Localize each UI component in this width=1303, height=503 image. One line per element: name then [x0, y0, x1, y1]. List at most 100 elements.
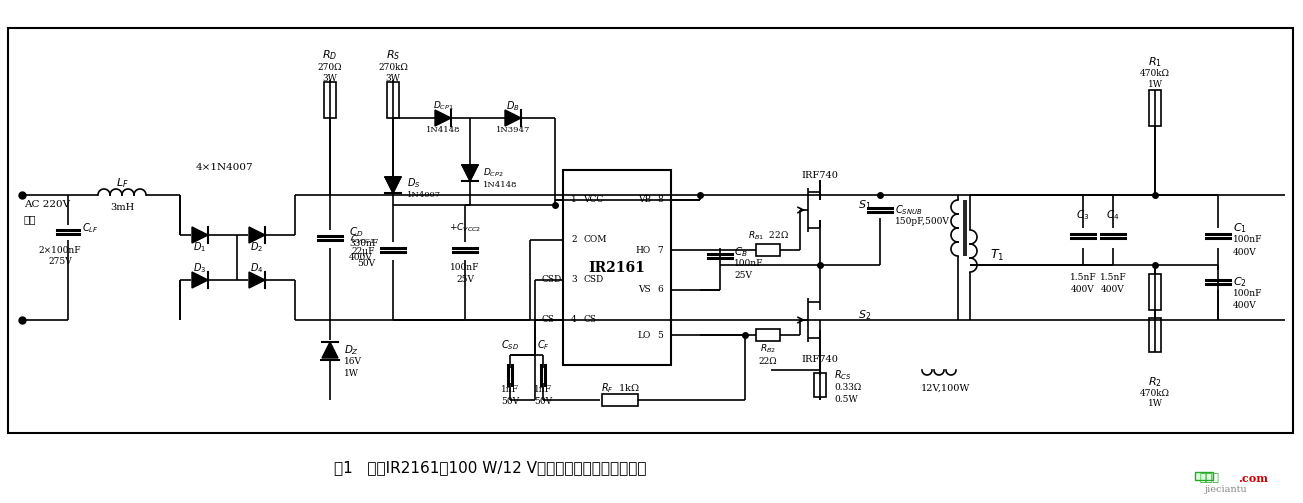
Text: HO: HO [636, 245, 652, 255]
Text: AC 220V: AC 220V [23, 200, 70, 209]
Bar [1195, 472, 1213, 480]
Text: 100nF: 100nF [1233, 235, 1263, 244]
Text: IRF740: IRF740 [801, 171, 838, 180]
Text: 400V: 400V [1101, 286, 1124, 294]
Text: 270kΩ: 270kΩ [378, 62, 408, 71]
Bar [563, 170, 671, 365]
Text: $C_{LF}$: $C_{LF}$ [82, 221, 99, 235]
Text: VB: VB [638, 196, 652, 205]
Text: 0.33Ω: 0.33Ω [834, 382, 861, 391]
Text: COM: COM [582, 235, 606, 244]
Bar [1149, 274, 1161, 310]
Text: $R_D$: $R_D$ [322, 48, 337, 62]
Text: 1N4148: 1N4148 [483, 181, 517, 189]
Text: jieciantu: jieciantu [1205, 485, 1248, 494]
Text: CS: CS [582, 315, 595, 324]
Text: IRF740: IRF740 [801, 356, 838, 365]
Polygon shape [506, 110, 521, 126]
Polygon shape [192, 272, 208, 288]
Text: $C_D$: $C_D$ [349, 225, 364, 239]
Text: 2: 2 [571, 235, 577, 244]
Text: $D_S$: $D_S$ [407, 176, 421, 190]
Text: 4×1N4007: 4×1N4007 [195, 162, 253, 172]
Text: 3: 3 [571, 276, 577, 285]
Text: $R_F$  1kΩ: $R_F$ 1kΩ [601, 381, 640, 395]
Text: 1nF: 1nF [500, 385, 519, 394]
Polygon shape [384, 177, 401, 193]
Text: VS: VS [638, 286, 652, 294]
Bar [1149, 90, 1161, 126]
Text: 270Ω: 270Ω [318, 62, 343, 71]
Bar [1149, 318, 1161, 352]
Text: 1: 1 [571, 196, 577, 205]
Text: CS: CS [541, 315, 554, 324]
Text: 1W: 1W [1148, 399, 1162, 408]
Text: $R_{CS}$: $R_{CS}$ [834, 368, 852, 382]
Text: $C_1$: $C_1$ [1233, 221, 1247, 235]
Text: $C_3$: $C_3$ [1076, 208, 1089, 222]
Text: 12V,100W: 12V,100W [920, 383, 969, 392]
Text: 3mH: 3mH [109, 203, 134, 211]
Text: $C_2$: $C_2$ [1233, 275, 1247, 289]
Text: 400V: 400V [1071, 286, 1095, 294]
Text: 50V: 50V [500, 397, 519, 406]
Bar [814, 373, 826, 397]
Bar [756, 329, 780, 341]
Polygon shape [249, 272, 265, 288]
Text: $D_2$: $D_2$ [250, 240, 263, 254]
Text: 7: 7 [657, 245, 663, 255]
Text: 输入: 输入 [23, 215, 36, 224]
Text: 1nF: 1nF [534, 385, 552, 394]
Text: 470kΩ: 470kΩ [1140, 68, 1170, 77]
Text: 25V: 25V [456, 276, 474, 285]
Text: +$C_{VCC2}$: +$C_{VCC2}$ [448, 222, 481, 234]
Text: 3W: 3W [386, 73, 400, 82]
Text: $C_B$: $C_B$ [734, 245, 748, 259]
Text: 5: 5 [657, 330, 663, 340]
Text: 6: 6 [657, 286, 663, 294]
Text: 2×100nF: 2×100nF [39, 245, 81, 255]
Text: 275V: 275V [48, 258, 72, 267]
Text: 图1   基于IR2161的100 W/12 V卤素灯电子变压器基本电路: 图1 基于IR2161的100 W/12 V卤素灯电子变压器基本电路 [334, 461, 646, 475]
Text: $R_{B2}$: $R_{B2}$ [760, 343, 777, 355]
Text: $D_B$: $D_B$ [506, 99, 520, 113]
Text: CSD: CSD [582, 276, 603, 285]
Text: 400V: 400V [1233, 301, 1257, 310]
Text: 330nF: 330nF [349, 239, 378, 248]
Text: IR2161: IR2161 [589, 261, 645, 275]
Text: $R_S$: $R_S$ [386, 48, 400, 62]
Text: 400V: 400V [349, 253, 373, 262]
Text: 1.5nF: 1.5nF [1070, 274, 1096, 283]
Text: 400V: 400V [1233, 247, 1257, 257]
Text: 1N4148: 1N4148 [426, 126, 460, 134]
Polygon shape [384, 177, 401, 193]
Text: 22μF: 22μF [352, 247, 375, 257]
Text: 100nF: 100nF [734, 260, 764, 269]
Text: $R_{B1}$  22Ω: $R_{B1}$ 22Ω [748, 230, 788, 242]
Text: 100nF: 100nF [1233, 290, 1263, 298]
Text: $S_1$: $S_1$ [857, 198, 872, 212]
Text: $D_Z$: $D_Z$ [344, 343, 360, 357]
Text: 3W: 3W [323, 73, 337, 82]
Polygon shape [435, 110, 451, 126]
Text: LO: LO [637, 330, 652, 340]
Text: CSD: CSD [541, 276, 562, 285]
Text: $C_F$: $C_F$ [537, 338, 550, 352]
Text: 470kΩ: 470kΩ [1140, 388, 1170, 397]
Text: $D_{CP2}$: $D_{CP2}$ [483, 167, 503, 179]
Text: 50V: 50V [357, 260, 375, 269]
Text: 1W: 1W [1148, 79, 1162, 89]
Text: 0.5W: 0.5W [834, 394, 857, 403]
Polygon shape [463, 165, 478, 181]
Text: 1N3947: 1N3947 [496, 126, 530, 134]
Text: $C_{SD}$: $C_{SD}$ [500, 338, 519, 352]
Polygon shape [322, 342, 337, 358]
Bar [387, 82, 399, 118]
Text: 1.5nF: 1.5nF [1100, 274, 1126, 283]
Polygon shape [192, 227, 208, 243]
Bar [8, 28, 1293, 433]
Text: 8: 8 [657, 196, 663, 205]
Bar [324, 82, 336, 118]
Bar [602, 394, 638, 406]
Text: $C_{VCC1}$: $C_{VCC1}$ [351, 234, 375, 246]
